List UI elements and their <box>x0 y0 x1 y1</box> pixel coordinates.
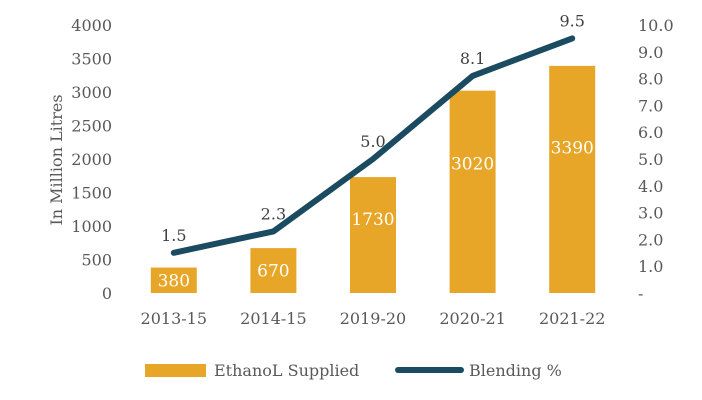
y-tick-label: 1500 <box>71 184 112 203</box>
y2-tick-label: 7.0 <box>638 96 663 115</box>
y2-tick-label: 1.0 <box>638 257 663 276</box>
line-data-label: 8.1 <box>460 49 485 68</box>
y2-axis-ticks: - 1.0 2.0 3.0 4.0 5.0 6.0 7.0 8.0 9.0 10.0 <box>638 16 674 303</box>
line-data-label: 5.0 <box>360 132 385 151</box>
y2-tick-label: 3.0 <box>638 204 663 223</box>
y-tick-label: 0 <box>102 284 112 303</box>
bar-data-label: 670 <box>257 262 289 282</box>
y-axis-ticks: 0 500 1000 1500 2000 2500 3000 3500 4000 <box>71 16 112 303</box>
bar-data-labels: 380 670 1730 3020 3390 <box>158 139 594 292</box>
line-data-label: 1.5 <box>161 226 186 245</box>
y2-tick-label: 5.0 <box>638 150 663 169</box>
bar-data-label: 1730 <box>351 210 394 230</box>
x-axis-ticks: 2013-15 2014-15 2019-20 2020-21 2021-22 <box>141 309 606 328</box>
bar <box>250 248 297 293</box>
y-tick-label: 2000 <box>71 150 112 169</box>
bar <box>449 90 496 293</box>
legend-swatch-bar <box>145 364 206 377</box>
y2-tick-label: 8.0 <box>638 70 663 89</box>
y-tick-label: 1000 <box>71 217 112 236</box>
bar-data-label: 3390 <box>551 139 594 159</box>
y-axis-title: In Million Litres <box>47 94 66 225</box>
x-tick-label: 2013-15 <box>141 309 207 328</box>
y2-tick-label: 2.0 <box>638 230 663 249</box>
line-series <box>170 35 576 256</box>
x-tick-label: 2019-20 <box>340 309 406 328</box>
bar-data-label: 380 <box>158 271 190 291</box>
x-tick-label: 2014-15 <box>240 309 306 328</box>
line-data-label: 2.3 <box>261 204 286 223</box>
y2-tick-label: 6.0 <box>638 123 663 142</box>
y-tick-label: 3000 <box>71 83 112 102</box>
y-tick-label: 2500 <box>71 117 112 136</box>
bar <box>350 177 396 293</box>
bar-data-label: 3020 <box>451 155 494 175</box>
line-data-label: 9.5 <box>559 11 584 30</box>
bar <box>549 65 596 294</box>
y-tick-label: 3500 <box>71 50 112 69</box>
y-tick-label: 500 <box>81 251 112 270</box>
bar-series <box>150 65 596 294</box>
x-tick-label: 2021-22 <box>539 309 605 328</box>
legend-label-line: Blending % <box>469 361 562 380</box>
y-tick-label: 4000 <box>71 16 112 35</box>
line-data-labels: 1.5 2.3 5.0 8.1 9.5 <box>161 11 585 244</box>
legend: EthanoL Supplied Blending % <box>145 361 562 380</box>
y2-tick-label: - <box>638 284 643 303</box>
y2-tick-label: 9.0 <box>638 43 663 62</box>
legend-label-bar: EthanoL Supplied <box>214 361 359 380</box>
bar <box>150 267 197 293</box>
y2-tick-label: 4.0 <box>638 177 663 196</box>
y2-tick-label: 10.0 <box>638 16 674 35</box>
x-tick-label: 2020-21 <box>439 309 505 328</box>
